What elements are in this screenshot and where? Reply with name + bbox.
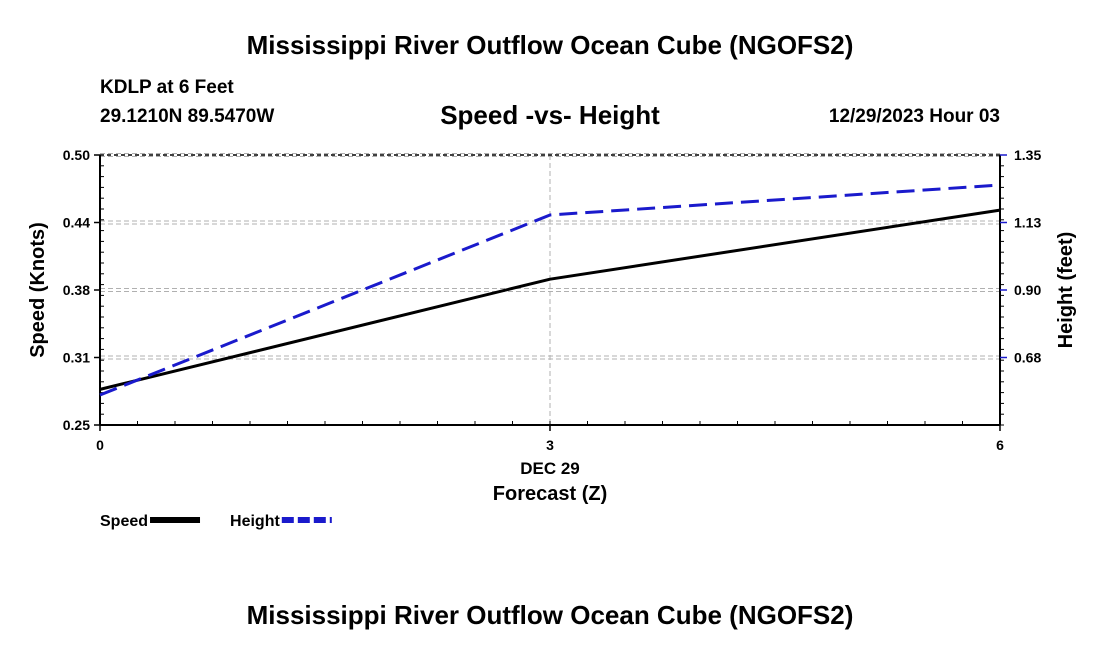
y-left-tick-label: 0.38 (63, 282, 90, 298)
y-right-tick-label: 1.13 (1014, 215, 1041, 231)
location-label: 29.1210N 89.5470W (100, 106, 275, 127)
y-left-axis-label: Speed (Knots) (27, 222, 49, 358)
series-line-height (99, 183, 1001, 397)
datetime-label: 12/29/2023 Hour 03 (828, 106, 1000, 127)
series-line-speed (99, 208, 1001, 391)
x-tick-label: 6 (996, 437, 1004, 453)
y-left-tick-label: 0.31 (63, 350, 90, 366)
y-left-tick-label: 0.25 (63, 417, 90, 433)
x-tick-label: 0 (96, 437, 104, 453)
footer-title: Mississippi River Outflow Ocean Cube (NG… (246, 600, 854, 630)
x-tick-label: 3 (546, 437, 554, 453)
x-date-label: DEC 29 (520, 459, 580, 478)
chart-title: Mississippi River Outflow Ocean Cube (NG… (246, 30, 854, 60)
y-right-tick-label: 0.68 (1014, 350, 1041, 366)
legend-label-height: Height (230, 513, 280, 530)
x-axis-label: Forecast (Z) (493, 483, 607, 505)
y-right-tick-label: 1.35 (1014, 147, 1041, 163)
y-right-axis-label: Height (feet) (1055, 232, 1077, 349)
y-left-tick-label: 0.44 (63, 215, 90, 231)
chart-subtitle: Speed -vs- Height (440, 100, 660, 130)
y-right-tick-label: 0.90 (1014, 282, 1041, 298)
legend-label-speed: Speed (100, 513, 148, 530)
station-label: KDLP at 6 Feet (100, 77, 234, 98)
y-left-tick-label: 0.50 (63, 147, 90, 163)
